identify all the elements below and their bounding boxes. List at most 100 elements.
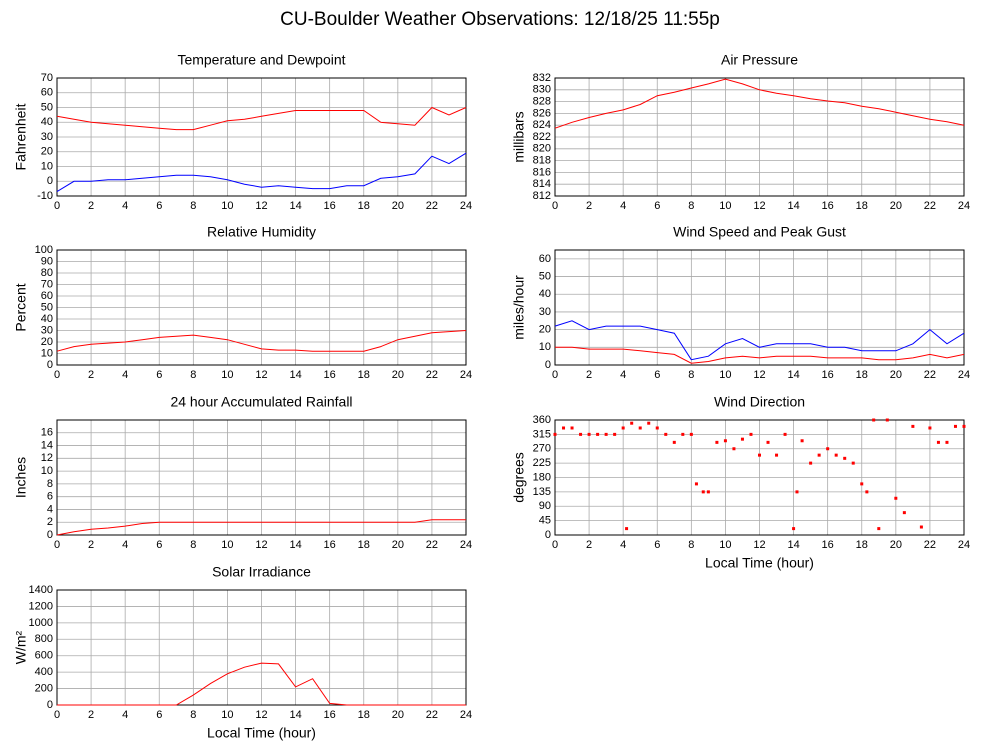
x-tick-label: 22	[924, 539, 936, 551]
x-tick-label: 6	[156, 369, 162, 381]
data-point	[766, 440, 770, 444]
y-tick-label: 10	[41, 465, 53, 477]
y-tick-label: 400	[35, 666, 53, 678]
data-point	[860, 482, 864, 486]
plot-frame	[56, 589, 467, 706]
y-tick-label: 0	[47, 699, 53, 711]
data-line	[554, 320, 965, 361]
x-tick-label: 16	[822, 539, 834, 551]
plot-frame	[554, 249, 965, 366]
data-point	[783, 432, 787, 436]
y-tick-label: 830	[533, 84, 551, 96]
plot-frame	[56, 77, 467, 197]
y-tick-label: 315	[533, 428, 551, 440]
y-tick-label: 180	[533, 471, 551, 483]
data-point	[795, 490, 799, 494]
x-tick-label: 18	[358, 709, 370, 721]
data-point	[706, 490, 710, 494]
x-tick-label: 22	[426, 369, 438, 381]
y-tick-label: 820	[533, 143, 551, 155]
x-tick-label: 14	[289, 539, 301, 551]
panel-title: Temperature and Dewpoint	[177, 52, 345, 68]
y-tick-label: 90	[539, 500, 551, 512]
y-tick-label: 828	[533, 96, 551, 108]
y-tick-label: 600	[35, 650, 53, 662]
y-tick-label: 16	[41, 427, 53, 439]
y-tick-label: 50	[539, 270, 551, 282]
x-tick-label: 10	[221, 200, 233, 212]
y-tick-label: 45	[539, 515, 551, 527]
y-tick-label: 812	[533, 190, 551, 202]
x-tick-label: 2	[586, 369, 592, 381]
y-tick-label: 30	[41, 131, 53, 143]
x-tick-label: 8	[688, 539, 694, 551]
y-tick-label: 800	[35, 633, 53, 645]
y-tick-label: 60	[41, 87, 53, 99]
x-tick-label: 20	[890, 369, 902, 381]
x-tick-label: 2	[88, 539, 94, 551]
y-axis-label: Inches	[13, 457, 29, 498]
data-line	[554, 78, 965, 129]
panel-title: Wind Speed and Peak Gust	[673, 224, 846, 240]
data-point	[715, 440, 719, 444]
x-tick-label: 18	[358, 200, 370, 212]
plot-frame	[56, 249, 467, 366]
data-point	[936, 440, 940, 444]
x-tick-label: 8	[190, 539, 196, 551]
x-tick-label: 14	[787, 200, 799, 212]
y-tick-label: 20	[539, 324, 551, 336]
data-point	[579, 432, 583, 436]
panel-title: Relative Humidity	[207, 224, 316, 240]
data-line	[555, 346, 965, 364]
x-tick-label: 18	[358, 539, 370, 551]
x-tick-label: 10	[719, 539, 731, 551]
y-tick-label: 1000	[29, 617, 53, 629]
x-tick-label: 4	[620, 200, 626, 212]
y-tick-label: 0	[47, 175, 53, 187]
x-tick-label: 22	[924, 369, 936, 381]
data-point	[570, 426, 574, 430]
y-axis-label: degrees	[511, 452, 527, 503]
x-tick-label: 10	[719, 200, 731, 212]
y-tick-label: 1200	[29, 600, 53, 612]
x-tick-label: 20	[890, 539, 902, 551]
x-tick-label: 0	[54, 709, 60, 721]
x-tick-label: 0	[54, 200, 60, 212]
x-tick-label: 4	[620, 539, 626, 551]
data-point	[877, 527, 881, 531]
data-point	[919, 525, 923, 529]
x-tick-label: 24	[460, 200, 472, 212]
x-tick-label: 4	[620, 369, 626, 381]
y-tick-label: 30	[41, 324, 53, 336]
y-tick-label: 10	[539, 341, 551, 353]
y-tick-label: 225	[533, 457, 551, 469]
x-tick-label: 2	[586, 539, 592, 551]
y-tick-label: 135	[533, 486, 551, 498]
x-tick-label: 18	[856, 539, 868, 551]
x-tick-label: 16	[822, 369, 834, 381]
x-tick-label: 0	[552, 539, 558, 551]
x-tick-label: 18	[856, 200, 868, 212]
panel-title: Wind Direction	[714, 394, 805, 410]
x-tick-label: 8	[688, 369, 694, 381]
x-tick-label: 4	[122, 369, 128, 381]
x-tick-label: 22	[426, 539, 438, 551]
data-point	[809, 461, 813, 465]
x-tick-label: 16	[324, 539, 336, 551]
data-point	[732, 447, 736, 451]
x-tick-label: 4	[122, 709, 128, 721]
panel-title: 24 hour Accumulated Rainfall	[170, 394, 352, 410]
x-tick-label: 14	[289, 709, 301, 721]
data-line	[56, 519, 466, 536]
x-tick-label: 8	[190, 369, 196, 381]
x-tick-label: 18	[358, 369, 370, 381]
y-tick-label: 360	[533, 414, 551, 426]
y-tick-label: 70	[41, 278, 53, 290]
x-tick-label: 6	[156, 709, 162, 721]
x-tick-label: 12	[255, 539, 267, 551]
x-tick-label: 12	[255, 369, 267, 381]
panel-title: Solar Irradiance	[212, 564, 311, 580]
x-axis-label: Local Time (hour)	[705, 555, 814, 571]
data-point	[625, 527, 629, 531]
